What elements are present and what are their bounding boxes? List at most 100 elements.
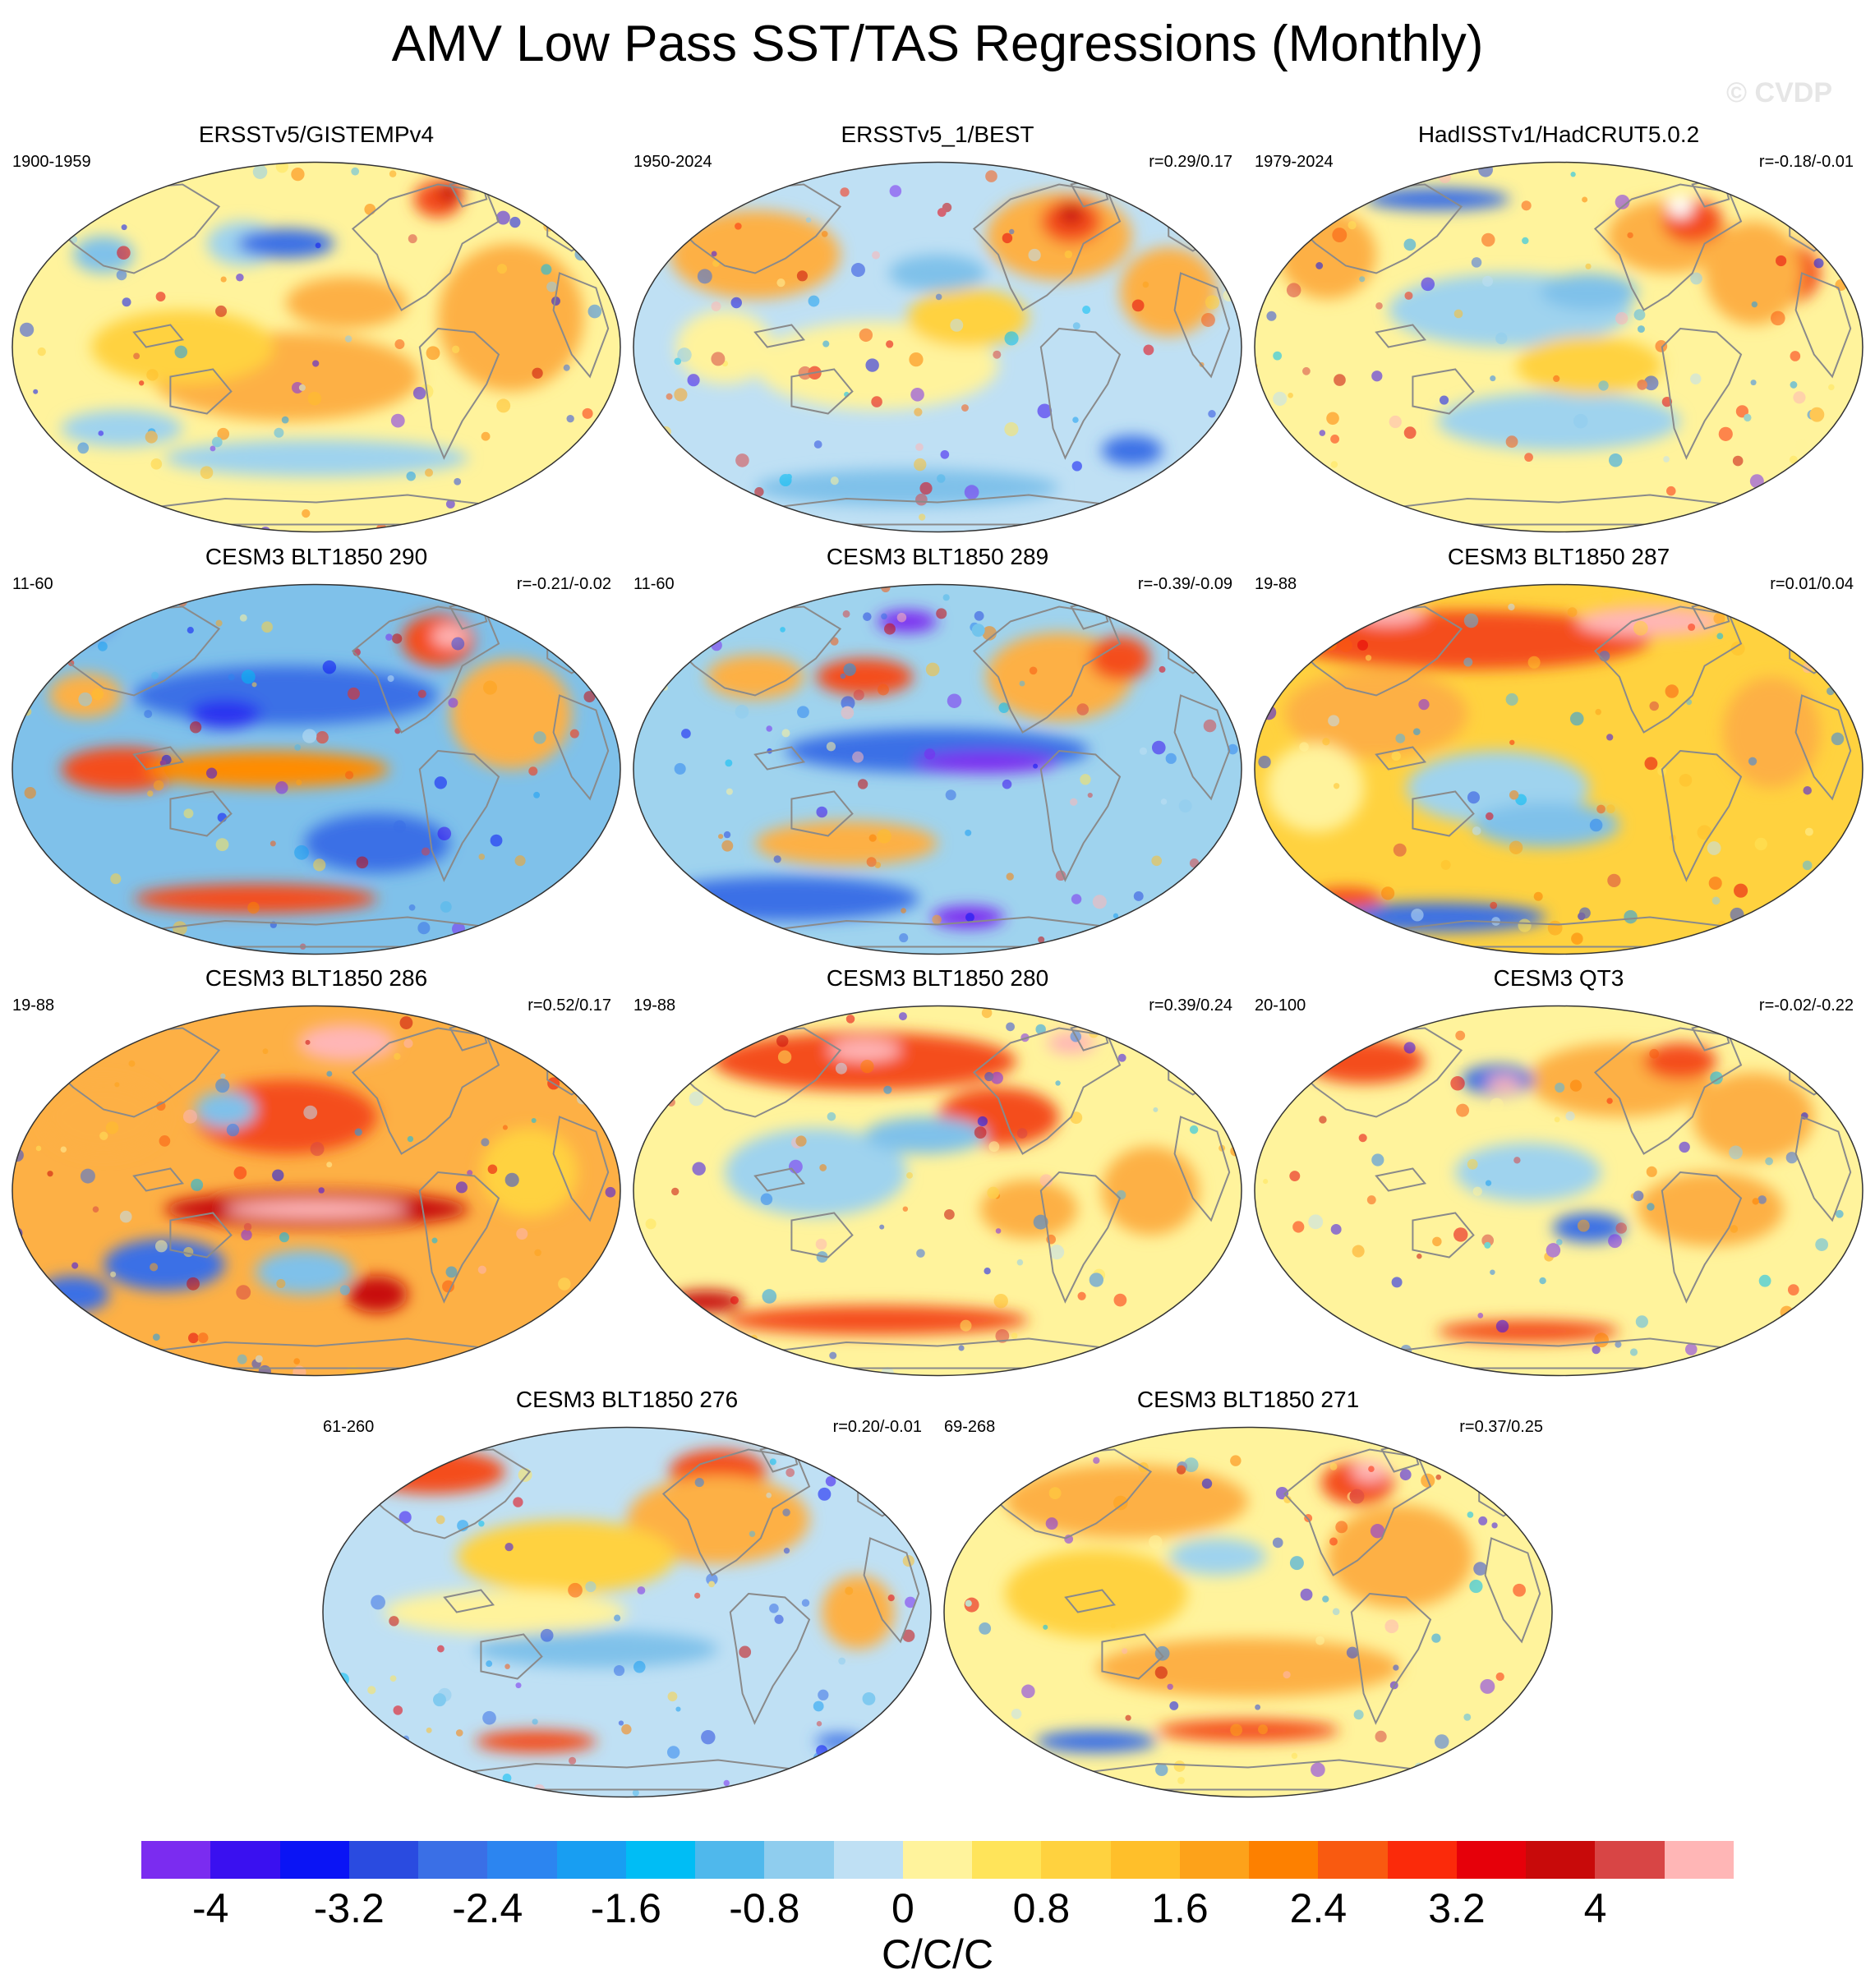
noise-speckle [618, 1720, 624, 1726]
noise-speckle [1762, 1345, 1774, 1357]
noise-speckle [1851, 928, 1863, 943]
panel-title: CESM3 BLT1850 271 [1136, 1387, 1360, 1412]
panel-period: 20-100 [1255, 996, 1306, 1015]
noise-speckle [610, 1261, 620, 1276]
noise-speckle [366, 1479, 375, 1488]
noise-speckle [1370, 1524, 1385, 1539]
noise-speckle [1289, 1171, 1301, 1182]
colorbar-tick-label: 3.2 [1428, 1885, 1486, 1931]
noise-speckle [407, 1135, 414, 1143]
noise-speckle [1578, 912, 1586, 921]
noise-speckle [323, 1456, 329, 1467]
noise-speckle [1319, 1116, 1327, 1124]
noise-speckle [261, 621, 273, 633]
noise-speckle [782, 1508, 790, 1516]
noise-speckle [1472, 1186, 1482, 1196]
noise-speckle [1490, 1269, 1495, 1275]
noise-speckle [1165, 752, 1177, 764]
noise-speckle [390, 413, 405, 428]
noise-speckle [1055, 1080, 1061, 1086]
noise-speckle [1030, 1456, 1036, 1464]
noise-speckle [236, 1285, 251, 1300]
anomaly-blob [164, 439, 468, 476]
noise-speckle [1573, 413, 1588, 429]
panel-correlation: r=0.20/-0.01 [832, 1418, 922, 1436]
noise-speckle [1189, 1125, 1199, 1134]
noise-speckle [689, 612, 699, 622]
noise-speckle [187, 627, 194, 634]
noise-speckle [35, 872, 42, 879]
noise-speckle [769, 1458, 776, 1466]
noise-speckle [1306, 1059, 1313, 1066]
noise-speckle [677, 347, 692, 362]
anomaly-blob [755, 469, 1059, 506]
map-border [1254, 161, 1863, 533]
noise-speckle [1524, 453, 1533, 462]
noise-speckle [1615, 1222, 1627, 1234]
noise-speckle [1478, 1516, 1488, 1526]
noise-speckle [445, 1266, 458, 1278]
noise-speckle [408, 904, 416, 911]
colorbar-cell [764, 1841, 835, 1879]
noise-speckle [1478, 162, 1493, 177]
anomaly-blob [134, 884, 377, 913]
noise-speckle [1399, 1469, 1412, 1481]
colorbar-tick-label: -1.6 [590, 1885, 661, 1931]
noise-speckle [586, 584, 594, 590]
map-svg [12, 1005, 621, 1377]
noise-speckle [529, 198, 545, 214]
noise-speckle [909, 352, 924, 367]
noise-speckle [1802, 860, 1813, 871]
noise-speckle [995, 1328, 1010, 1343]
noise-speckle [725, 759, 733, 767]
noise-speckle [1177, 1776, 1186, 1784]
map-panel-blt1850-286: CESM3 BLT1850 286 19-88 r=0.52/0.17 [8, 965, 624, 1380]
colorbar-tick-label: -0.8 [729, 1885, 800, 1931]
colorbar-cell [556, 1841, 627, 1879]
colorbar-tick-label: -3.2 [313, 1885, 385, 1931]
noise-speckle [645, 602, 656, 612]
noise-speckle [147, 790, 154, 797]
anomaly-blob [1540, 273, 1638, 311]
map-field [1255, 584, 1863, 955]
noise-speckle [1571, 932, 1583, 945]
noise-speckle [1035, 1783, 1048, 1797]
noise-speckle [1646, 1166, 1657, 1177]
noise-speckle [730, 297, 742, 309]
noise-speckle [576, 1093, 588, 1105]
noise-speckle [71, 1262, 79, 1269]
noise-speckle [291, 167, 305, 182]
noise-speckle [226, 1123, 240, 1137]
noise-speckle [146, 369, 159, 381]
noise-speckle [1153, 1107, 1159, 1112]
noise-speckle [258, 1364, 272, 1376]
noise-speckle [440, 900, 452, 913]
anomaly-blob [1285, 610, 1650, 670]
noise-speckle [840, 673, 846, 679]
noise-speckle [1697, 825, 1712, 840]
noise-speckle [1555, 1082, 1565, 1093]
noise-speckle [1803, 785, 1812, 795]
noise-speckle [307, 391, 322, 406]
noise-speckle [394, 1052, 401, 1061]
anomaly-blob [1643, 1042, 1717, 1080]
noise-speckle [648, 1077, 662, 1090]
noise-speckle [215, 305, 228, 317]
coastline [790, 1212, 854, 1259]
noise-speckle [1310, 1356, 1324, 1370]
noise-speckle [852, 751, 864, 763]
noise-speckle [348, 1702, 357, 1710]
noise-speckle [121, 224, 127, 231]
noise-speckle [872, 251, 881, 260]
noise-speckle [359, 1448, 368, 1457]
noise-speckle [417, 922, 431, 935]
noise-speckle [1813, 258, 1824, 269]
noise-speckle [1322, 1595, 1329, 1603]
noise-speckle [1311, 1762, 1325, 1778]
noise-speckle [566, 414, 574, 423]
coastline [753, 746, 806, 771]
noise-speckle [1608, 1234, 1622, 1249]
noise-speckle [979, 1622, 992, 1635]
noise-speckle [1381, 886, 1395, 900]
noise-speckle [1509, 739, 1515, 745]
